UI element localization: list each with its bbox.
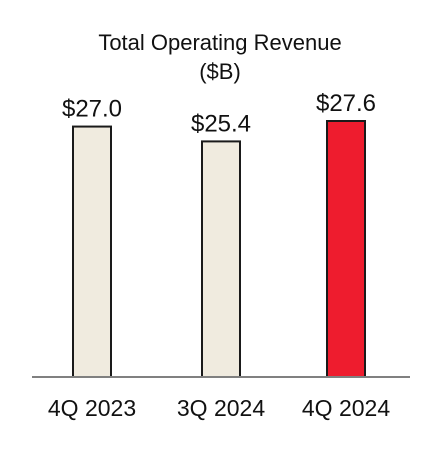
bar-1 [201, 140, 241, 378]
chart-subtitle: ($B) [199, 59, 241, 84]
chart-title: Total Operating Revenue [98, 30, 341, 55]
value-label-1: $25.4 [191, 110, 251, 137]
value-label-0: $27.0 [62, 96, 122, 123]
value-label-2: $27.6 [316, 90, 376, 117]
x-tick-labels: 4Q 2023 3Q 2024 4Q 2024 [48, 395, 390, 421]
bar-0 [72, 125, 112, 378]
x-tick-label-0: 4Q 2023 [48, 395, 136, 421]
bar-2 [326, 120, 366, 378]
x-tick-label-1: 3Q 2024 [177, 395, 265, 421]
bars-group: $27.0 $25.4 $27.6 [62, 90, 376, 378]
x-tick-label-2: 4Q 2024 [302, 395, 390, 421]
